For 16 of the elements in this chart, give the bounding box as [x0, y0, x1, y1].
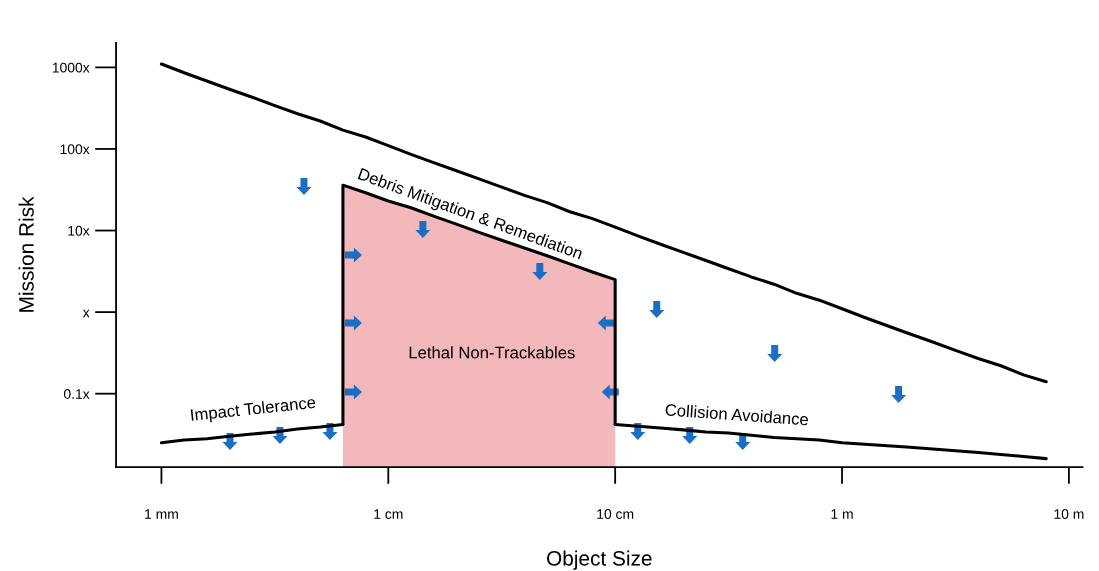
y-tick-label: x [82, 309, 90, 318]
annotation: Collision Avoidance [665, 403, 809, 426]
y-tick-label: 100x [60, 144, 90, 155]
x-tick-label: 1 mm [145, 509, 178, 519]
line-series [159, 62, 1048, 384]
x-tick-label: 10 cm [597, 509, 634, 519]
x-tick-label: 1 m [831, 509, 853, 519]
x-tick-label: 10 m [1054, 509, 1084, 519]
annotation: Impact Tolerance [190, 395, 317, 425]
annotation: Lethal Non-Trackables [409, 346, 575, 359]
x-tick-label: 1 cm [374, 509, 403, 519]
x-axis-title: Object Size [547, 550, 652, 570]
y-tick-label: 0.1x [63, 389, 90, 399]
y-tick-label: 10x [68, 225, 90, 236]
y-tick-label: 1000x [52, 62, 90, 73]
y-axis-title: Mission Risk [18, 196, 34, 312]
